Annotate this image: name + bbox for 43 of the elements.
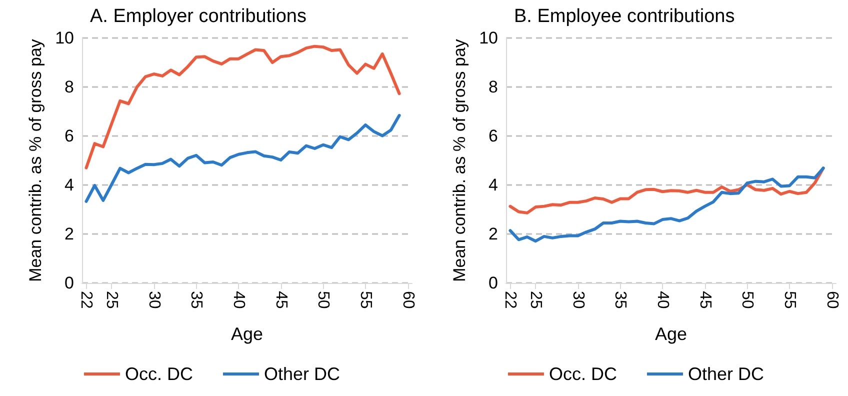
y-axis-title: Mean contrib. as % of gross pay [450, 38, 469, 282]
y-tick-label: 10 [479, 28, 498, 48]
x-axis-title: Age [654, 324, 688, 344]
x-tick-label: 45 [272, 291, 290, 309]
y-tick-label: 0 [64, 274, 74, 292]
legend-label: Other DC [264, 364, 340, 384]
x-tick-label: 22 [502, 291, 519, 309]
y-tick-label: 6 [64, 126, 74, 146]
x-tick-label: 25 [103, 291, 120, 309]
x-tick-label: 30 [569, 291, 586, 309]
x-tick-label: 40 [230, 291, 248, 309]
x-tick-label: 60 [823, 291, 840, 309]
line-series [84, 114, 401, 203]
x-tick-label: 55 [780, 291, 798, 309]
x-tick-label: 40 [654, 291, 672, 309]
x-tick-label: 50 [314, 291, 332, 309]
x-tick-label: 50 [738, 291, 756, 309]
chart-title: A. Employer contributions [90, 6, 306, 27]
y-tick-label: 8 [64, 78, 74, 96]
y-tick-label: 0 [488, 274, 498, 292]
line-series [84, 44, 401, 170]
legend-label: Occ. DC [548, 364, 618, 384]
line-series [508, 166, 825, 243]
x-tick-label: 35 [612, 291, 629, 309]
x-tick-label: 45 [696, 291, 714, 309]
x-tick-label: 60 [399, 291, 416, 309]
y-tick-label: 4 [488, 176, 498, 194]
x-axis-title: Age [230, 324, 264, 344]
x-tick-label: 35 [188, 291, 205, 309]
y-tick-label: 2 [488, 224, 498, 244]
legend-label: Occ. DC [124, 364, 194, 384]
y-tick-label: 4 [64, 176, 74, 194]
legend-label: Other DC [688, 364, 764, 384]
y-tick-label: 10 [55, 28, 74, 48]
chart-title: B. Employee contributions [514, 6, 735, 27]
y-tick-label: 2 [64, 224, 74, 244]
x-tick-label: 25 [527, 291, 544, 309]
y-tick-label: 8 [488, 78, 498, 96]
y-tick-label: 6 [488, 126, 498, 146]
x-tick-label: 22 [78, 291, 95, 309]
x-tick-label: 30 [145, 291, 162, 309]
x-tick-label: 55 [356, 291, 374, 309]
y-axis-title: Mean contrib. as % of gross pay [26, 38, 45, 282]
